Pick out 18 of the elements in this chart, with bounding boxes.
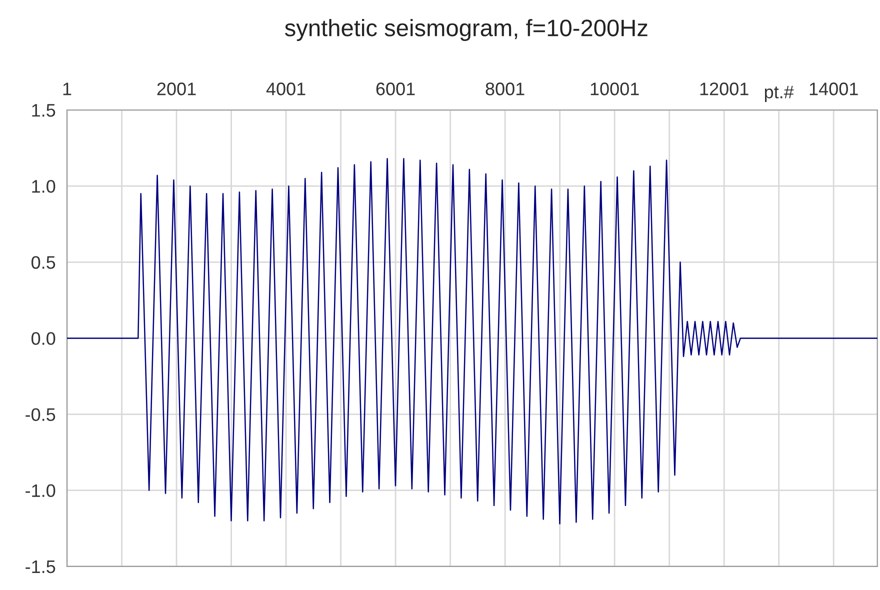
x-tick-label: 4001 [266,82,306,96]
x-tick-label: 8001 [486,82,524,96]
y-tick-label: -1.5 [26,560,56,574]
x-tick-label: 1 [63,82,72,96]
x-tick-label: 6001 [376,82,415,96]
y-tick-label: 0.0 [31,332,56,345]
y-tick-label: 0.5 [31,256,56,269]
y-tick-label: -1.0 [26,484,56,498]
y-tick-label: -0.5 [26,408,56,421]
x-tick-label: 12001 [700,82,748,96]
y-tick-label: 1.5 [32,104,56,117]
line-series [67,158,878,524]
x-tick-label: 14001 [810,82,858,96]
x-axis-title: pt.# [764,86,794,102]
x-tick-label: 10001 [590,82,639,96]
x-tick-label: 2001 [157,82,196,96]
chart-title: synthetic seismogram, f=10-200Hz [284,18,648,42]
y-tick-label: 1.0 [32,180,56,193]
